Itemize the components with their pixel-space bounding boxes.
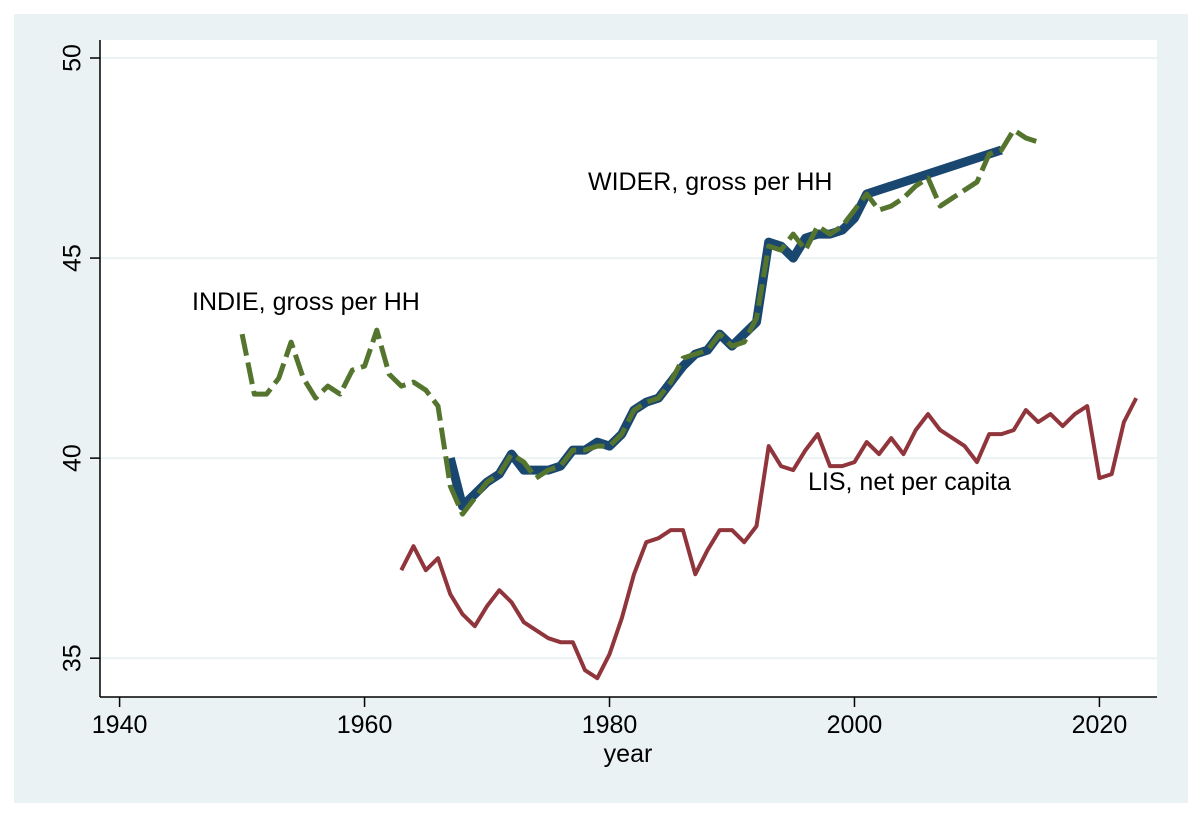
x-axis-label: year <box>604 740 653 768</box>
y-tick-label: 40 <box>59 444 87 472</box>
annotation: WIDER, gross per HH <box>588 168 832 196</box>
axes: 35 40 45 50 1940 1960 1980 2000 2020 <box>59 40 1157 739</box>
series-line <box>239 127 1039 517</box>
y-tick-label: 35 <box>59 644 87 672</box>
x-tick-label: 1980 <box>582 711 638 739</box>
series-line <box>399 397 1138 681</box>
annotation: INDIE, gross per HH <box>192 288 420 316</box>
y-tick-label: 50 <box>59 44 87 72</box>
x-tick-label: 1940 <box>92 711 148 739</box>
annotation: LIS, net per capita <box>808 468 1011 496</box>
lines <box>239 127 1138 681</box>
x-tick-label: 2000 <box>827 711 883 739</box>
y-tick-label: 45 <box>59 244 87 272</box>
x-tick-label: 1960 <box>337 711 393 739</box>
x-tick-label: 2020 <box>1072 711 1128 739</box>
